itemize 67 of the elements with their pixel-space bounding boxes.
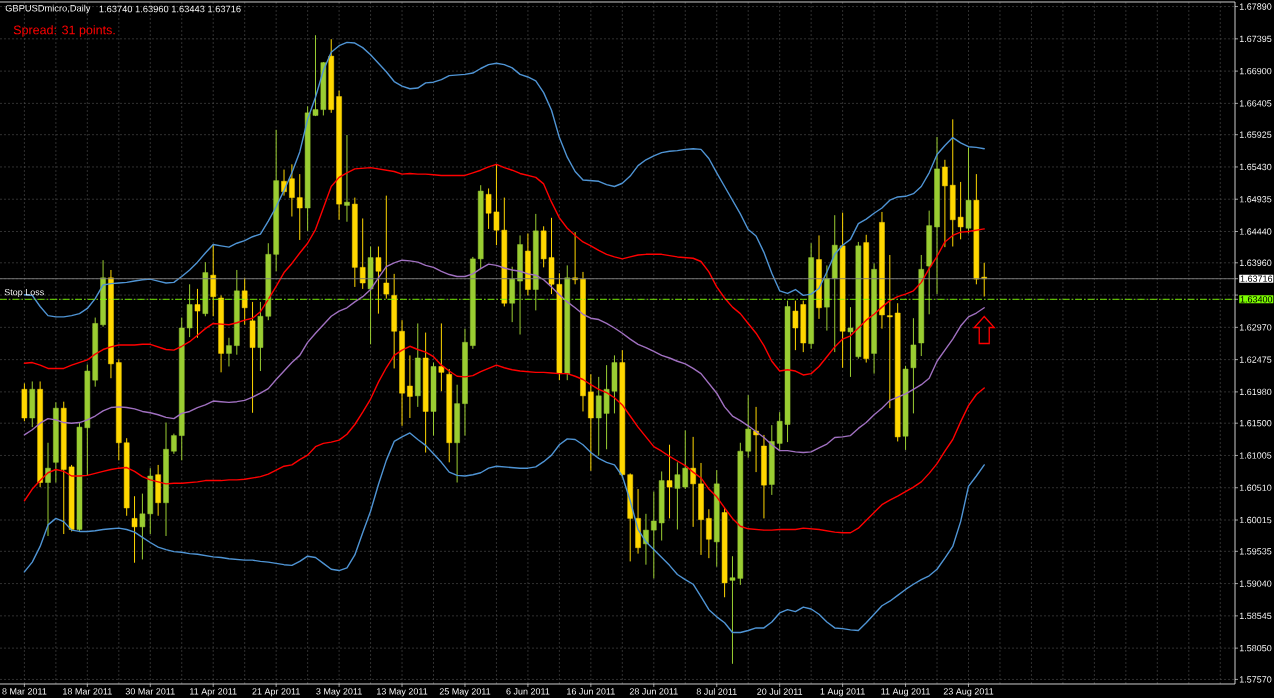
y-tick-label: 1.64440 [1239,228,1272,235]
candlestick [942,159,948,248]
x-tick-label: 18 Mar 2011 [63,688,112,695]
candlestick [194,288,201,339]
y-tick-label: 1.64935 [1239,196,1272,203]
y-tick-label: 1.62970 [1239,324,1272,331]
candlestick [241,277,248,326]
y-tick-label: 1.60015 [1239,516,1272,524]
candlestick [910,317,917,414]
y-tick-label: 1.58545 [1239,612,1272,620]
candlestick [666,444,673,519]
candlestick [383,195,390,300]
candlestick [572,231,578,285]
x-tick-label: 3 May 2011 [316,688,362,697]
candlestick [131,495,138,564]
y-tick-label: 1.59040 [1239,580,1272,587]
x-tick-label: 30 Mar 2011 [125,688,175,695]
y-tick-label: 1.67395 [1239,35,1272,43]
x-tick-label: 20 Jul 2011 [757,688,803,695]
candlestick [375,246,382,315]
y-tick-label: 1.67890 [1239,3,1272,10]
y-tick-label: 1.61005 [1239,452,1272,459]
y-tick-label: 1.61980 [1239,388,1272,396]
candlestick [753,406,759,473]
candlestick [45,442,51,537]
chart-subtitle: 1.63740 1.63960 1.63443 1.63716 [99,5,241,13]
candlestick [226,337,232,367]
x-tick-label: 13 May 2011 [377,688,428,697]
candlestick [289,163,295,218]
x-tick-label: 23 Aug 2011 [943,688,994,697]
candlestick [690,436,696,528]
candlestick [706,508,712,559]
x-tick-label: 1 Aug 2011 [820,688,865,697]
ref-line-label: Stop Loss [4,288,44,298]
x-tick-label: 8 Mar 2011 [2,688,47,695]
x-tick-label: 16 Jun 2011 [567,688,615,695]
y-tick-label: 1.63960 [1239,259,1272,266]
x-tick-label: 21 Apr 2011 [252,688,300,697]
y-tick-label: 1.57570 [1239,676,1272,683]
y-tick-label: 1.65430 [1239,163,1272,171]
x-tick-label: 28 Jun 2011 [629,688,678,695]
x-tick-label: 6 Jun 2011 [506,688,550,695]
y-tick-label: 1.60510 [1239,484,1272,491]
candlestick [643,513,649,566]
candlestick [296,173,303,241]
y-tick-label: 1.59535 [1239,548,1272,555]
y-tick-label: 1.63716 [1240,275,1273,282]
candlestick [210,244,216,317]
y-tick-label: 1.66405 [1239,100,1272,107]
x-tick-label: 11 Apr 2011 [190,688,237,697]
x-tick-label: 8 Jul 2011 [696,688,737,695]
y-tick-label: 1.65925 [1239,131,1272,138]
x-tick-label: 25 May 2011 [439,688,491,697]
chart-title: GBPUSDmicro,Daily [5,4,91,14]
y-tick-label: 1.62475 [1239,356,1272,363]
candlestick [344,134,350,223]
y-tick-label: 1.66900 [1239,67,1272,75]
candlestick [438,322,445,392]
y-tick-label: 1.63400 [1240,296,1273,303]
y-tick-label: 1.58050 [1239,644,1272,652]
candlestick [359,217,366,290]
y-tick-label: 1.61500 [1239,420,1272,427]
annotation: Spread: 31 points. [13,25,115,37]
x-tick-label: 11 Aug 2011 [881,688,930,697]
candlestick [171,433,177,455]
candlestick [887,254,893,409]
candlestick [407,354,413,419]
